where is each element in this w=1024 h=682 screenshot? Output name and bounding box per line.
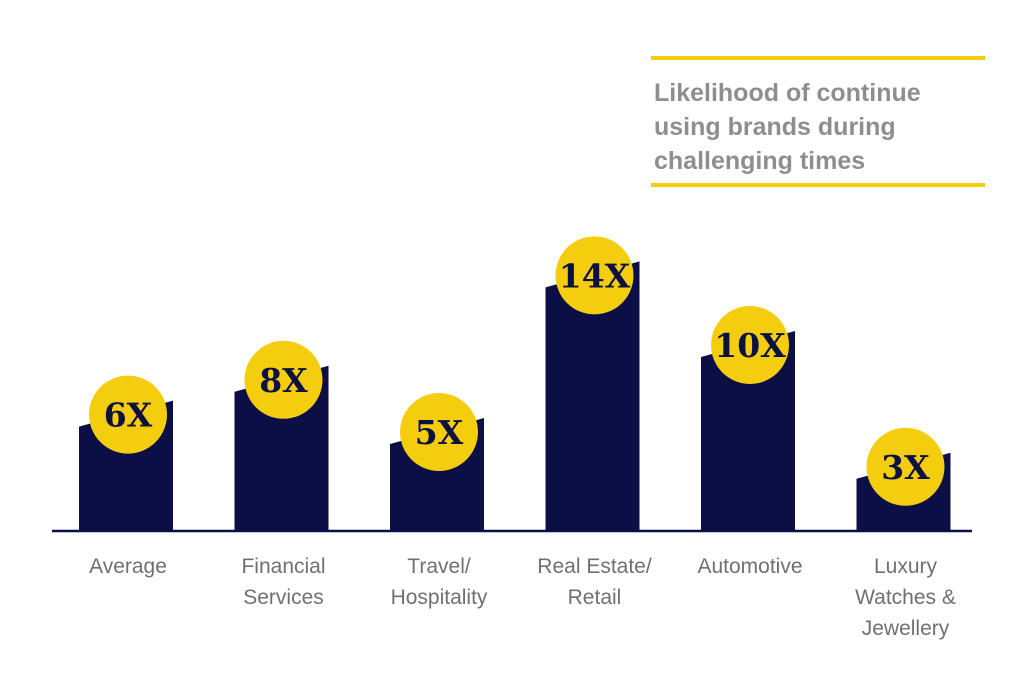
category-label: Average bbox=[89, 555, 167, 578]
data-label: 5X bbox=[415, 413, 464, 452]
chart-title: Likelihood of continue using brands duri… bbox=[654, 79, 921, 175]
data-label: 3X bbox=[881, 448, 930, 487]
data-label: 10X bbox=[714, 326, 786, 365]
bar bbox=[701, 331, 795, 531]
title-top-rule bbox=[651, 56, 985, 60]
value-bubble bbox=[711, 306, 789, 384]
category-label: Real Estate/Retail bbox=[537, 555, 652, 609]
bar bbox=[545, 261, 640, 531]
value-bubble bbox=[244, 340, 323, 419]
value-bubble bbox=[555, 236, 634, 315]
data-label: 8X bbox=[259, 361, 308, 400]
category-label: Financial Services bbox=[241, 555, 325, 609]
data-label: 6X bbox=[104, 396, 153, 435]
value-bubble bbox=[89, 375, 167, 454]
category-label: Automotive bbox=[697, 555, 802, 578]
value-bubble bbox=[866, 427, 945, 506]
category-label: Travel/Hospitality bbox=[391, 555, 488, 609]
chart-title-box: Likelihood of continue using brands duri… bbox=[651, 56, 985, 187]
value-bubble bbox=[400, 393, 478, 471]
data-label: 14X bbox=[559, 256, 631, 295]
category-label: Luxury Watches & Jewellery bbox=[855, 555, 956, 640]
title-bottom-rule bbox=[651, 183, 985, 187]
